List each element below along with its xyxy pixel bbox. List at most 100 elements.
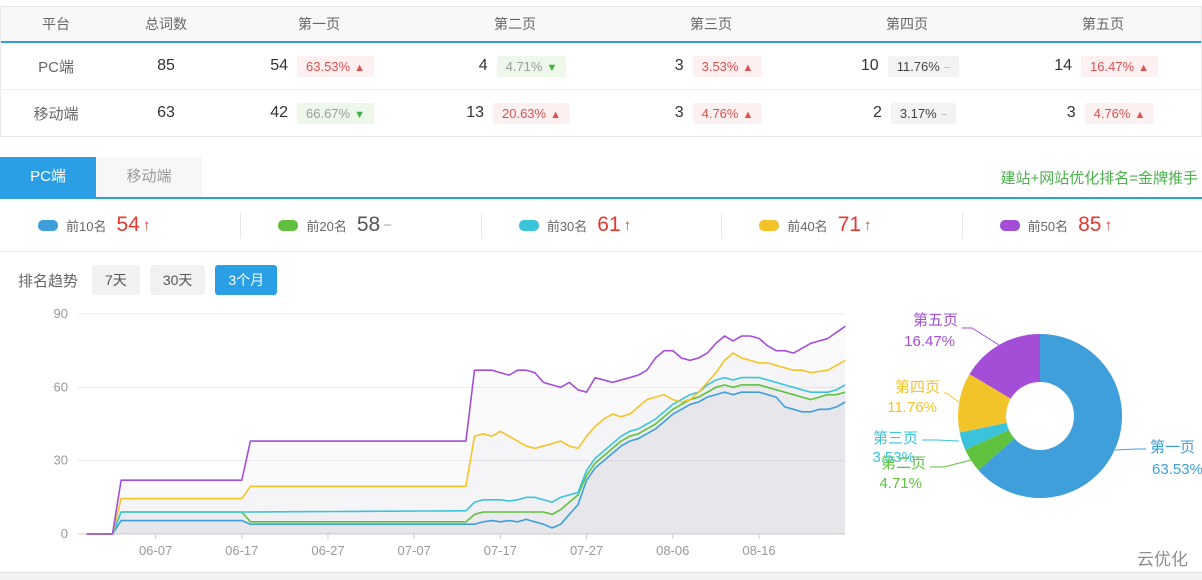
trend-up-arrow-icon: ▲ [550,108,561,121]
y-axis-label: 90 [54,306,68,321]
x-axis-label: 07-07 [398,543,431,558]
y-axis-label: 30 [54,453,68,468]
page-rank-cell: 3 3.53% ▲ [613,43,809,89]
up-arrow-icon: ↑ [623,216,632,234]
trend-percent: 4.71% [505,58,543,74]
tab-pc[interactable]: PC端 [0,157,96,197]
stat-value: 58 [356,213,381,236]
page-count: 54 [270,57,288,74]
range-button-7d[interactable]: 7天 [92,265,140,295]
column-header: 第二页 [494,16,536,32]
page-rank-cell: 54 63.53% ▲ [221,43,417,89]
footer-brand: 云优化 [1137,550,1188,569]
donut-value: 3.53% [872,449,915,466]
x-axis-label: 07-17 [484,543,517,558]
page-rank-cell: 4 4.71% ▼ [417,43,613,89]
column-header: 第三页 [690,16,732,32]
page-count: 13 [466,104,484,121]
series-color-chip [278,219,299,231]
page-rank-cell: 42 66.67% ▼ [221,90,417,136]
stat-label: 前20名 [306,218,347,234]
trend-up-arrow-icon: ▲ [354,61,365,74]
stat-item: 前20名 58− [240,199,480,251]
column-header: 平台 [42,16,70,32]
trend-percent: 20.63% [502,105,547,121]
range-button-3m[interactable]: 3个月 [215,265,278,295]
table-row: PC端 85 54 63.53% ▲ 4 4.71% ▼ 3 3.53% ▲ 10 11.76% −14 1… [1,43,1201,89]
trend-badge: 16.47% ▲ [1081,55,1158,77]
donut-value: 63.53% [1152,461,1202,478]
rank-summary-table: 平台 总词数 第一页 第二页 第三页 第四页 第五页 PC端 85 54 63.53% ▲ 4 4.71… [0,6,1202,137]
y-axis-label: 0 [61,526,68,541]
trend-percent: 11.76% [896,58,940,74]
footer-strip [0,572,1202,580]
stat-item: 前40名 71 ↑ [721,199,961,251]
donut-hole [1006,382,1074,450]
series-color-chip [759,219,780,231]
page-rank-cell: 3 4.76% ▲ [1005,90,1201,136]
trend-percent: 16.47% [1090,58,1135,74]
page-count: 14 [1054,57,1072,74]
promo-link[interactable]: 建站+网站优化排名=金牌推手 [1000,169,1198,187]
page-count: 4 [478,57,488,74]
stat-label: 前30名 [546,218,588,234]
trend-badge: 63.53% ▲ [297,55,374,77]
trend-badge: 11.76% − [887,55,960,77]
page-rank-cell: 14 16.47% ▲ [1005,43,1201,89]
series-area [86,377,846,534]
donut-label: 第四页 [895,378,940,396]
rank-stats-bar: 前10名 54 ↑ 前20名 58− 前30名 61 ↑ 前40名 71 ↑ 前50名 85 ↑ [0,199,1202,252]
donut-label: 第三页 [873,429,918,447]
donut-value: 4.71% [879,475,922,492]
platform-tab-bar: PC端 移动端 建站+网站优化排名=金牌推手 [0,157,1202,199]
donut-leader-line [962,327,1000,346]
stat-label: 前40名 [787,218,828,234]
trend-flat-dash-icon: − [943,61,951,74]
page-rank-cell: 10 11.76% − [809,43,1005,89]
trend-up-arrow-icon: ▲ [742,108,754,121]
stat-value: 71 [837,213,862,236]
trend-badge: 20.63% ▲ [493,102,570,124]
up-arrow-icon: ↑ [1104,216,1112,234]
trend-down-arrow-icon: ▼ [354,108,365,121]
trend-percent: 66.67% [306,105,351,121]
trend-percent: 63.53% [306,58,351,74]
x-axis-label: 07-27 [570,543,603,558]
x-axis-label: 06-27 [311,543,344,558]
stat-item: 前10名 54 ↑ [0,199,240,251]
page-count: 3 [1066,104,1076,121]
column-header: 第五页 [1082,16,1124,32]
series-line [86,352,846,535]
series-line [86,376,846,535]
trend-badge: 3.53% ▲ [692,55,763,77]
range-button-30d[interactable]: 30天 [149,265,206,295]
series-line [86,325,846,535]
stat-item: 前50名 85 ↑ [961,199,1202,251]
trend-up-arrow-icon: ▲ [1138,61,1149,74]
trend-up-arrow-icon: ▲ [742,61,754,74]
donut-label: 第二页 [881,454,926,472]
page-count: 42 [270,104,288,121]
flat-dash-icon: − [383,216,392,234]
tab-mobile[interactable]: 移动端 [96,157,202,197]
donut-leader-line [944,392,960,403]
platform-cell: 移动端 [33,105,79,123]
page-count: 3 [674,57,684,74]
x-axis-label: 08-16 [742,543,775,558]
table-header-row: 平台 总词数 第一页 第二页 第三页 第四页 第五页 [1,7,1201,43]
donut-leader-line [930,459,972,468]
series-color-chip [518,219,539,231]
trend-title: 排名趋势 [18,272,79,290]
series-line [86,391,846,535]
trend-badge: 4.76% ▲ [1084,102,1155,124]
page-distribution-donut-chart: 第一页 63.53% 第二页 4.71% 第三页 3.53% 第四页 11.76% 第五页 16.… [872,311,1202,498]
stat-label: 前50名 [1027,218,1069,234]
trend-percent: 4.76% [1093,105,1131,121]
series-color-chip [999,219,1020,231]
stat-label: 前10名 [66,218,107,234]
trend-percent: 3.53% [701,58,739,74]
up-arrow-icon: ↑ [864,216,872,234]
total-words-cell: 85 [157,57,175,74]
page-count: 10 [860,57,879,74]
